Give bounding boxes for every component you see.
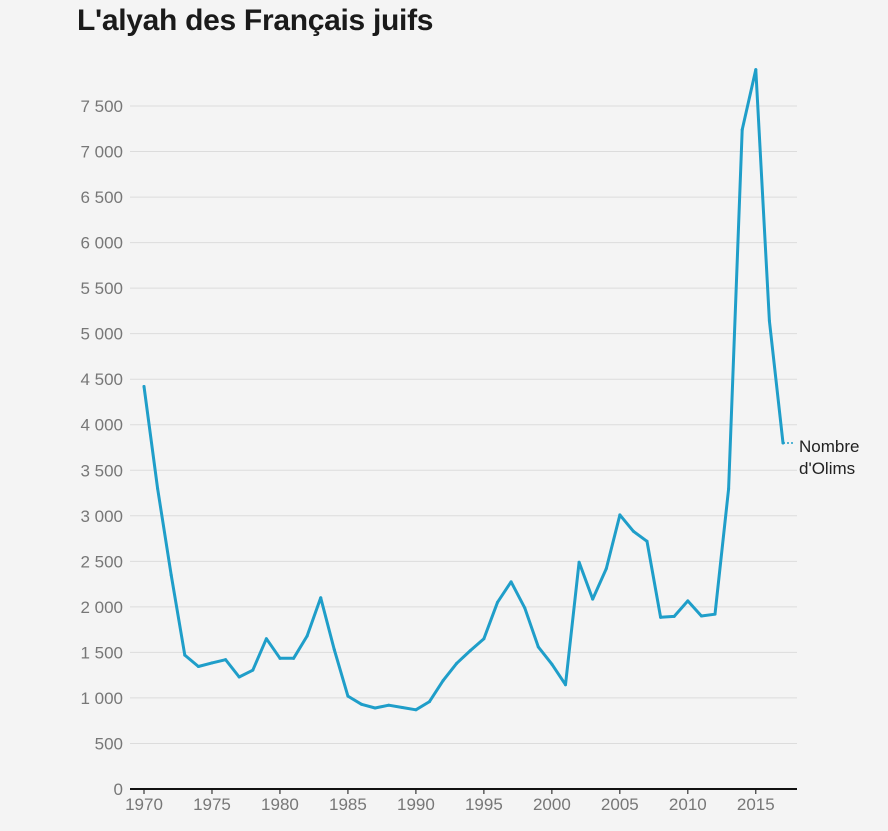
y-tick-label: 2 000 — [80, 598, 123, 617]
x-tick-label: 2005 — [601, 795, 639, 814]
data-point — [713, 612, 717, 616]
data-point — [631, 529, 635, 533]
data-point — [292, 656, 296, 660]
series-labels: Nombre d'Olims — [783, 437, 859, 478]
x-tick-label: 1980 — [261, 795, 299, 814]
x-tick-label: 1970 — [125, 795, 163, 814]
y-tick-label: 1 500 — [80, 643, 123, 662]
y-tick-label: 500 — [95, 734, 123, 753]
y-tick-label: 6 000 — [80, 234, 123, 253]
series-label: d'Olims — [799, 459, 855, 478]
x-tick-label: 2010 — [669, 795, 707, 814]
data-point — [400, 705, 404, 709]
data-point — [577, 560, 581, 564]
data-point — [346, 694, 350, 698]
y-tick-label: 4 500 — [80, 370, 123, 389]
data-point — [767, 319, 771, 323]
y-tick-label: 0 — [114, 780, 123, 799]
data-point — [563, 683, 567, 687]
data-point — [550, 662, 554, 666]
x-tick-label: 1975 — [193, 795, 231, 814]
data-point — [414, 708, 418, 712]
data-point — [509, 580, 513, 584]
grid-lines — [130, 105, 797, 744]
y-axis-tick-labels: 0 500 1 000 1 500 2 000 2 500 3 000 3 500 4 000 4… — [80, 97, 123, 799]
data-point — [591, 597, 595, 601]
data-point — [305, 634, 309, 638]
data-point — [672, 614, 676, 618]
series-line — [142, 68, 785, 712]
data-point — [428, 700, 432, 704]
data-point — [455, 661, 459, 665]
data-point — [604, 567, 608, 571]
x-tick-label: 1995 — [465, 795, 503, 814]
data-point — [196, 665, 200, 669]
y-tick-label: 5 500 — [80, 279, 123, 298]
data-point — [278, 656, 282, 660]
y-tick-label: 6 500 — [80, 188, 123, 207]
data-point — [727, 487, 731, 491]
data-point — [754, 68, 758, 72]
data-point — [387, 703, 391, 707]
data-point — [441, 679, 445, 683]
data-point — [495, 600, 499, 604]
data-point — [686, 599, 690, 603]
y-tick-label: 3 500 — [80, 461, 123, 480]
data-point — [264, 637, 268, 641]
y-tick-label: 7 500 — [80, 97, 123, 116]
data-point — [645, 539, 649, 543]
y-tick-label: 4 000 — [80, 416, 123, 435]
data-point — [142, 384, 146, 388]
x-tick-label: 2015 — [737, 795, 775, 814]
data-point — [536, 645, 540, 649]
y-tick-label: 2 500 — [80, 552, 123, 571]
data-point — [468, 649, 472, 653]
y-tick-label: 1 000 — [80, 689, 123, 708]
data-point — [523, 606, 527, 610]
data-point — [373, 706, 377, 710]
data-point — [319, 596, 323, 600]
data-point — [156, 486, 160, 490]
x-axis-tick-labels: 1970 1975 1980 1985 1990 1995 2000 2005 2010 2015 — [125, 789, 775, 814]
data-point — [360, 702, 364, 706]
data-point — [618, 513, 622, 517]
data-point — [699, 614, 703, 618]
series-group — [142, 68, 785, 712]
x-tick-label: 1990 — [397, 795, 435, 814]
data-point — [251, 668, 255, 672]
data-point — [740, 128, 744, 132]
data-point — [183, 653, 187, 657]
data-point — [224, 658, 228, 662]
chart-title: L'alyah des Français juifs — [77, 4, 434, 37]
data-point — [332, 648, 336, 652]
data-point — [210, 661, 214, 665]
data-point — [482, 637, 486, 641]
x-tick-label: 2000 — [533, 795, 571, 814]
data-point — [237, 675, 241, 679]
y-tick-label: 7 000 — [80, 143, 123, 162]
series-label: Nombre — [799, 437, 859, 456]
data-point — [659, 615, 663, 619]
x-tick-label: 1985 — [329, 795, 367, 814]
data-point — [169, 573, 173, 577]
y-tick-label: 5 000 — [80, 325, 123, 344]
y-tick-label: 3 000 — [80, 507, 123, 526]
